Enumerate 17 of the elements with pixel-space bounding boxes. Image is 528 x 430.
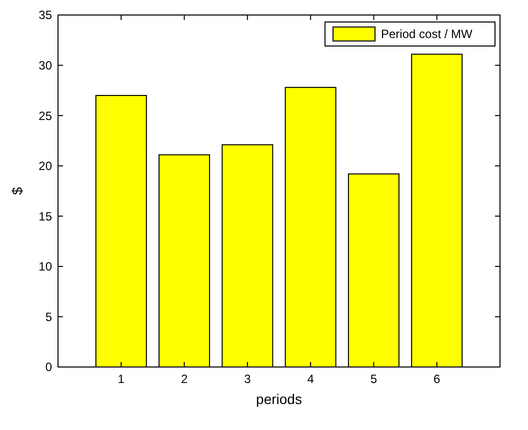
- x-tick-label: 6: [434, 372, 441, 386]
- y-tick-label: 30: [38, 58, 52, 72]
- x-axis-title: periods: [256, 391, 302, 407]
- x-tick-label: 5: [370, 372, 378, 386]
- y-tick-label: 15: [38, 209, 52, 224]
- x-tick-label: 4: [307, 372, 314, 386]
- y-tick-label: 5: [45, 310, 52, 324]
- y-tick-label: 0: [45, 360, 52, 374]
- x-tick-label: 3: [244, 372, 252, 386]
- y-axis-title: $: [9, 186, 25, 195]
- legend-label: Period cost / MW: [381, 27, 474, 42]
- x-tick-label: 1: [118, 372, 125, 386]
- y-tick-label: 10: [38, 260, 52, 274]
- x-tick-label: 2: [180, 372, 188, 386]
- y-tick-label: 25: [38, 108, 52, 123]
- y-tick-label: 20: [38, 159, 52, 174]
- y-tick-label: 35: [38, 8, 52, 22]
